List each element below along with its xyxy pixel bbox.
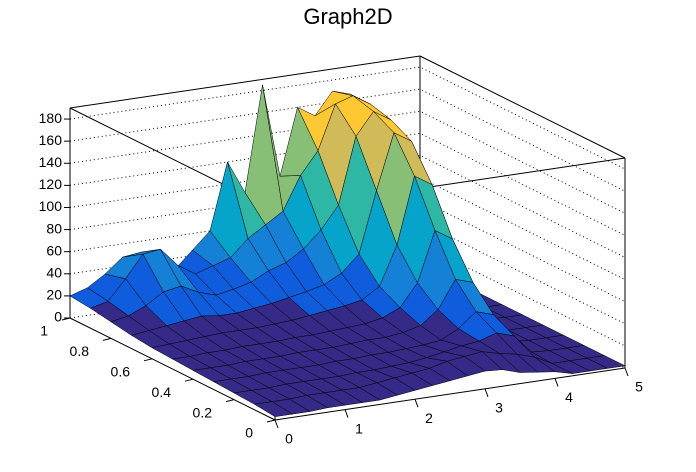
tick-mark <box>102 337 112 341</box>
axis-line <box>274 367 626 421</box>
y-tick-label: 0.6 <box>111 364 131 380</box>
tick-mark <box>484 388 489 397</box>
tick-mark <box>414 399 419 408</box>
tick-mark <box>554 378 559 387</box>
tick-mark <box>344 409 349 418</box>
z-tick-label: 80 <box>46 220 62 236</box>
tick-mark <box>225 399 235 403</box>
y-tick-label: 1 <box>40 323 48 339</box>
x-tick-label: 5 <box>635 379 643 395</box>
axis-line <box>69 55 421 109</box>
tick-mark <box>274 419 279 429</box>
z-tick-label: 20 <box>46 287 62 303</box>
x-tick-label: 4 <box>565 389 573 405</box>
x-tick-label: 2 <box>425 410 433 426</box>
z-tick-label: 0 <box>54 309 62 325</box>
x-tick-label: 1 <box>355 420 363 436</box>
z-tick-label: 140 <box>39 154 63 170</box>
x-tick-label: 3 <box>495 400 503 416</box>
y-tick-label: 0 <box>245 425 253 441</box>
z-tick-label: 60 <box>46 242 62 258</box>
z-tick-label: 160 <box>39 132 63 148</box>
y-tick-label: 0.2 <box>193 404 213 420</box>
axis-line <box>69 317 276 421</box>
tick-mark <box>184 378 194 382</box>
chart-title: Graph2D <box>303 4 392 29</box>
y-tick-label: 0.8 <box>70 343 90 359</box>
z-tick-label: 120 <box>39 176 63 192</box>
z-tick-label: 180 <box>39 110 63 126</box>
tick-mark <box>266 419 276 423</box>
tick-mark <box>143 358 153 362</box>
z-tick-label: 100 <box>39 198 63 214</box>
axis-line <box>419 55 626 159</box>
x-tick-label: 0 <box>285 431 293 447</box>
y-tick-label: 0.4 <box>152 384 172 400</box>
surface-cell <box>254 401 293 417</box>
tick-mark <box>61 317 71 321</box>
tick-mark <box>624 367 629 377</box>
z-tick-label: 40 <box>46 264 62 280</box>
